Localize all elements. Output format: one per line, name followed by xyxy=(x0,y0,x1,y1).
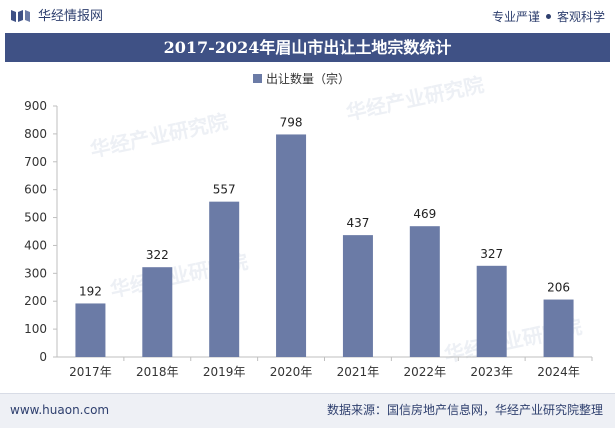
y-tick-label: 400 xyxy=(24,238,47,252)
y-tick-label: 900 xyxy=(24,99,47,113)
bar xyxy=(476,265,507,357)
x-tick-label: 2022年 xyxy=(404,365,447,379)
chart-title: 2017-2024年眉山市出让土地宗数统计 xyxy=(5,33,610,62)
tagline: 专业严谨 客观科学 xyxy=(492,9,605,25)
watermark-text: 华经产业研究院 xyxy=(344,72,486,125)
bar xyxy=(409,226,440,357)
website-url: www.huaon.com xyxy=(10,403,110,417)
tagline-right: 客观科学 xyxy=(556,10,605,24)
top-bar: 华经情报网 专业严谨 客观科学 xyxy=(0,0,615,33)
bar xyxy=(142,267,173,357)
tagline-left: 专业严谨 xyxy=(491,10,540,24)
bar xyxy=(75,303,106,357)
legend-swatch xyxy=(253,74,262,83)
brand-logo-icon xyxy=(11,10,30,22)
x-tick-label: 2023年 xyxy=(470,365,513,379)
bar xyxy=(276,134,307,357)
data-label: 206 xyxy=(547,281,570,295)
y-tick-label: 700 xyxy=(24,155,47,169)
brand-name: 华经情报网 xyxy=(38,9,104,24)
data-label: 469 xyxy=(413,207,436,221)
data-label: 327 xyxy=(480,247,503,261)
y-tick-label: 300 xyxy=(24,266,47,280)
x-tick-label: 2021年 xyxy=(337,365,380,379)
data-source: 数据来源：国信房地产信息网，华经产业研究院整理 xyxy=(326,403,603,417)
data-label: 192 xyxy=(79,284,102,298)
y-tick-label: 100 xyxy=(24,322,47,336)
y-tick-label: 0 xyxy=(39,350,47,364)
footer-bar: www.huaon.com 数据来源：国信房地产信息网，华经产业研究院整理 xyxy=(0,393,615,428)
y-tick-label: 500 xyxy=(24,211,47,225)
x-tick-label: 2019年 xyxy=(203,365,246,379)
data-label: 798 xyxy=(280,115,303,129)
dot-separator-icon xyxy=(545,14,551,19)
x-tick-label: 2018年 xyxy=(136,365,179,379)
data-label: 437 xyxy=(346,216,369,230)
x-tick-label: 2020年 xyxy=(270,365,313,379)
x-tick-label: 2024年 xyxy=(537,365,580,379)
y-tick-label: 200 xyxy=(24,294,47,308)
watermark-text: 华经产业研究院 xyxy=(88,109,230,162)
x-tick-label: 2017年 xyxy=(69,365,112,379)
bar xyxy=(209,201,240,357)
bar xyxy=(543,299,574,357)
y-tick-label: 800 xyxy=(24,127,47,141)
data-label: 557 xyxy=(213,183,236,197)
y-tick-label: 600 xyxy=(24,183,47,197)
bar xyxy=(342,235,373,357)
bar-chart: 华经产业研究院华经产业研究院华经产业研究院华经产业研究院出让数量（宗）01002… xyxy=(24,71,593,379)
legend-label: 出让数量（宗） xyxy=(266,71,350,86)
data-label: 322 xyxy=(146,248,169,262)
